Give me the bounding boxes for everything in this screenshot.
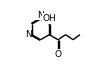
Text: N: N: [37, 11, 44, 20]
Text: OH: OH: [42, 14, 56, 23]
Text: N: N: [25, 30, 32, 39]
Text: O: O: [54, 50, 62, 59]
